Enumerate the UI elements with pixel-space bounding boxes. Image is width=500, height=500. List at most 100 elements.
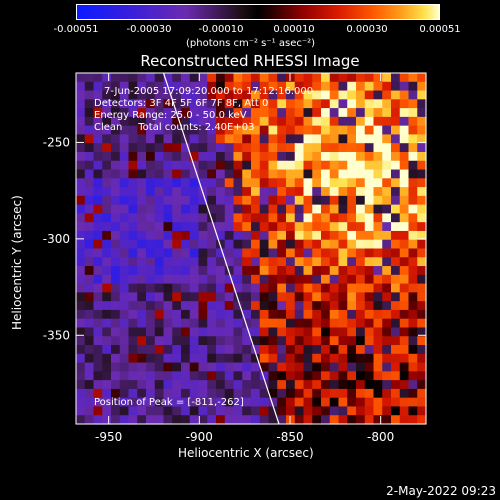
heatmap-cell <box>329 283 340 293</box>
heatmap-cell <box>399 309 410 320</box>
heatmap-cell <box>294 204 305 215</box>
heatmap-cell <box>102 204 112 215</box>
heatmap-cell <box>242 327 252 337</box>
heatmap-cell <box>111 257 121 267</box>
heatmap-cell <box>338 187 348 197</box>
heatmap-cell <box>321 388 331 399</box>
heatmap-cell <box>224 362 235 372</box>
heatmap-cell <box>286 318 296 329</box>
heatmap-cell <box>303 160 313 171</box>
heatmap-cell <box>286 380 296 390</box>
heatmap-cell <box>417 388 427 399</box>
heatmap-cell <box>312 327 322 337</box>
heatmap-cell <box>224 283 235 293</box>
heatmap-cell <box>294 345 305 355</box>
heatmap-cell <box>338 213 348 223</box>
heatmap-cell <box>119 283 130 293</box>
heatmap-cell <box>119 213 130 223</box>
heatmap-cell <box>154 125 165 136</box>
heatmap-cell <box>128 187 138 197</box>
heatmap-cell <box>233 143 243 153</box>
heatmap-cell <box>259 309 270 320</box>
heatmap-cell <box>294 283 305 293</box>
heatmap-cell <box>268 222 278 232</box>
heatmap-cell <box>321 178 331 188</box>
heatmap-cell <box>329 187 340 197</box>
heatmap-cell <box>233 380 243 390</box>
heatmap-cell <box>391 143 401 153</box>
heatmap-cell <box>111 178 121 188</box>
heatmap-cell <box>391 239 401 250</box>
heatmap-cell <box>207 187 217 197</box>
heatmap-cell <box>216 415 226 425</box>
heatmap-cell <box>128 116 138 127</box>
heatmap-cell <box>207 283 217 293</box>
heatmap-cell <box>338 397 348 408</box>
heatmap-cell <box>163 283 173 293</box>
heatmap-cell <box>198 239 208 250</box>
heatmap-cell <box>189 151 200 162</box>
heatmap-cell <box>251 222 261 232</box>
heatmap-cell <box>329 204 340 215</box>
heatmap-cell <box>76 248 86 258</box>
heatmap-cell <box>93 362 103 372</box>
heatmap-cell <box>294 116 305 127</box>
heatmap-cell <box>198 345 208 355</box>
heatmap-cell <box>233 415 243 425</box>
heatmap-cell <box>111 99 121 109</box>
heatmap-cell <box>259 266 270 276</box>
heatmap-cell <box>294 169 305 179</box>
timestamp: 2-May-2022 09:23 <box>386 484 496 498</box>
heatmap-cell <box>338 327 348 337</box>
heatmap-cell <box>399 222 410 232</box>
heatmap-cell <box>154 169 165 179</box>
heatmap-cell <box>277 187 287 197</box>
heatmap-cell <box>417 81 427 92</box>
heatmap-cell <box>119 266 130 276</box>
heatmap-cell <box>233 151 243 162</box>
heatmap-cell <box>251 283 261 293</box>
heatmap-cell <box>84 345 95 355</box>
heatmap-cell <box>154 81 165 92</box>
heatmap-cell <box>373 90 383 100</box>
heatmap-cell <box>338 345 348 355</box>
heatmap-cell <box>102 353 112 364</box>
heatmap-cell <box>391 415 401 425</box>
heatmap-cell <box>312 362 322 372</box>
heatmap-cell <box>391 353 401 364</box>
colorbar-tick: 0.00051 <box>419 24 461 35</box>
heatmap-cell <box>251 397 261 408</box>
heatmap-cell <box>382 406 392 416</box>
heatmap-cell <box>303 230 313 241</box>
heatmap-cell <box>321 345 331 355</box>
heatmap-cell <box>338 222 348 232</box>
heatmap-cell <box>163 178 173 188</box>
heatmap-cell <box>119 169 130 179</box>
heatmap-cell <box>137 274 147 285</box>
heatmap-cell <box>128 160 138 171</box>
heatmap-cell <box>347 397 357 408</box>
heatmap-cell <box>277 90 287 100</box>
heatmap-cell <box>137 134 147 144</box>
x-axis-label: Heliocentric X (arcsec) <box>178 446 314 460</box>
heatmap-cell <box>268 380 278 390</box>
heatmap-cell <box>146 73 156 83</box>
heatmap-cell <box>181 274 191 285</box>
heatmap-cell <box>417 160 427 171</box>
energy-range-annotation: Energy Range: 25.0 - 50.0 keV <box>94 110 247 121</box>
heatmap-cell <box>408 204 418 215</box>
heatmap-cell <box>347 388 357 399</box>
heatmap-cell <box>329 415 340 425</box>
heatmap-cell <box>321 134 331 144</box>
heatmap-cell <box>93 178 103 188</box>
heatmap-cell <box>233 204 243 215</box>
heatmap-cell <box>242 283 252 293</box>
heatmap-cell <box>294 309 305 320</box>
heatmap-cell <box>329 371 340 381</box>
heatmap-cell <box>198 283 208 293</box>
heatmap-cell <box>181 292 191 302</box>
heatmap-cell <box>286 73 296 83</box>
heatmap-cell <box>154 230 165 241</box>
heatmap-cell <box>268 230 278 241</box>
heatmap-cell <box>154 274 165 285</box>
